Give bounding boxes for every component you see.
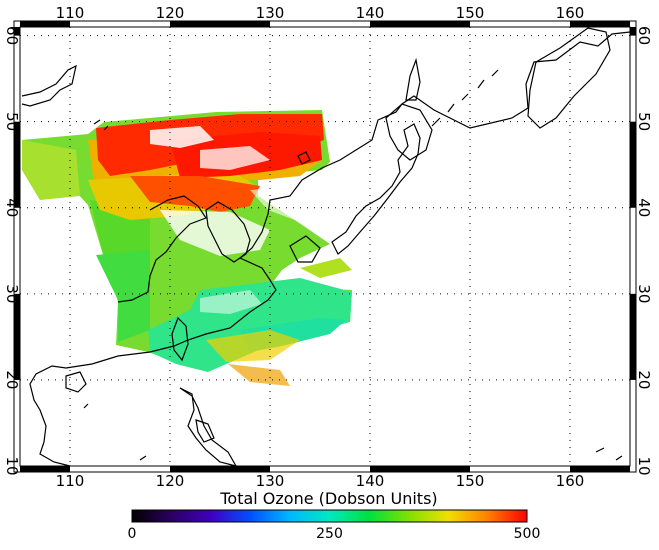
colorbar-label: 0 (128, 526, 137, 542)
frame-bar-top (20, 21, 70, 27)
frame-bar-top (170, 21, 270, 27)
frame-bar-bottom (370, 466, 470, 472)
frame-outer (13, 20, 637, 473)
frame-bar-left (14, 27, 20, 36)
lat-tick-label-left: 10 (3, 456, 21, 475)
frame-bar-top (570, 21, 630, 27)
colorbar-title: Total Ozone (Dobson Units) (219, 489, 437, 508)
lat-tick-label-right: 10 (635, 456, 653, 475)
lon-tick-label-bottom: 130 (256, 472, 285, 490)
lat-tick-label-left: 20 (3, 370, 21, 389)
colorbar-label: 500 (514, 526, 541, 542)
lon-tick-label-top: 140 (356, 4, 385, 22)
frame-bar-bottom (170, 466, 270, 472)
lon-tick-label-bottom: 110 (56, 472, 85, 490)
frame-bar-right (630, 121, 636, 208)
frame-bar-left (14, 121, 20, 208)
lon-tick-label-top: 130 (256, 4, 285, 22)
lat-tick-label-left: 60 (3, 26, 21, 45)
lat-tick-label-left: 30 (3, 284, 21, 303)
lat-tick-label-left: 40 (3, 198, 21, 217)
frame-bar-top (370, 21, 470, 27)
lat-tick-label-right: 30 (635, 284, 653, 303)
lat-tick-label-right: 60 (635, 26, 653, 45)
lon-tick-label-bottom: 140 (356, 472, 385, 490)
lat-tick-label-right: 40 (635, 198, 653, 217)
lat-tick-label-left: 50 (3, 112, 21, 131)
lat-tick-label-right: 50 (635, 112, 653, 131)
frame-bar-right (630, 27, 636, 36)
frame-bar-bottom (20, 466, 70, 472)
frame-bar-bottom (570, 466, 630, 472)
lon-tick-label-top: 160 (556, 4, 585, 22)
lon-tick-label-bottom: 150 (456, 472, 485, 490)
colorbar-gradient (131, 509, 528, 523)
map-frame (13, 20, 637, 473)
lon-tick-label-top: 110 (56, 4, 85, 22)
colorbar-label: 250 (316, 526, 343, 542)
lat-tick-label-right: 20 (635, 370, 653, 389)
ozone-data-layer (22, 110, 352, 386)
lon-tick-label-bottom: 160 (556, 472, 585, 490)
colorbar: Total Ozone (Dobson Units) 0 250 500 (128, 489, 541, 542)
lon-tick-label-top: 120 (156, 4, 185, 22)
frame-inner (19, 26, 631, 467)
frame-bar-left (14, 293, 20, 380)
lon-tick-label-bottom: 120 (156, 472, 185, 490)
frame-bar-right (630, 293, 636, 380)
tick-labels: 110 110 120 120 130 130 140 140 150 150 160 160 10 10… (3, 4, 653, 490)
lon-tick-label-top: 150 (456, 4, 485, 22)
